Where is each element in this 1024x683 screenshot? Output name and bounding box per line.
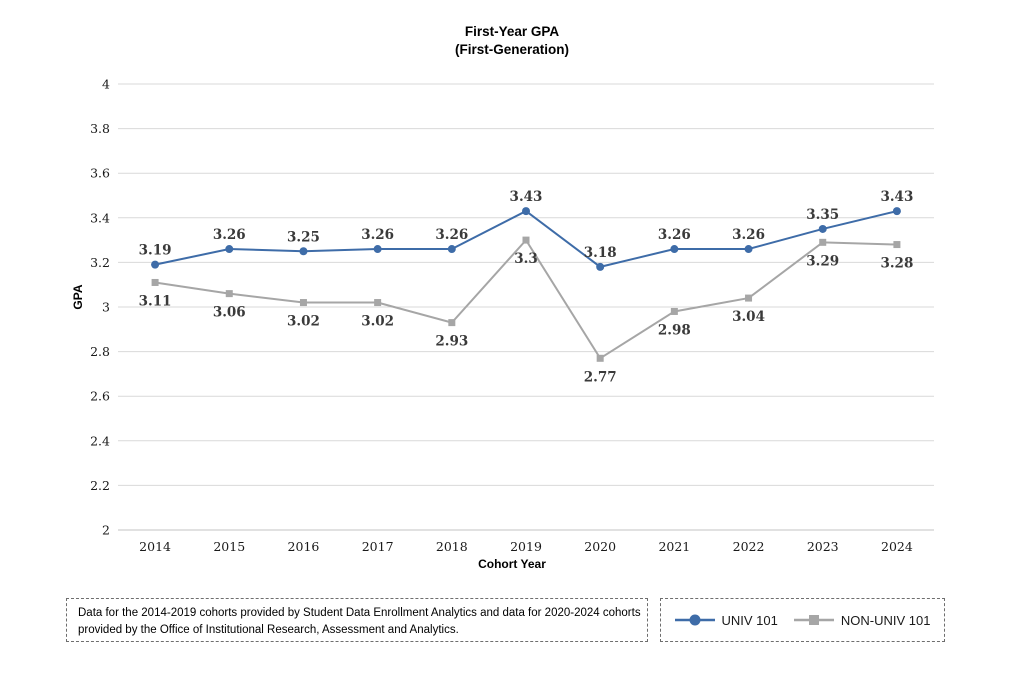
y-tick-label: 2.4 bbox=[90, 433, 110, 448]
data-label: 2.98 bbox=[658, 322, 691, 338]
data-label: 3.26 bbox=[658, 227, 691, 243]
data-label: 3.26 bbox=[213, 227, 246, 243]
x-tick-label: 2018 bbox=[436, 539, 468, 554]
data-point-circle bbox=[596, 262, 605, 271]
y-tick-label: 3.8 bbox=[90, 121, 110, 136]
legend-swatch-line-circle-icon bbox=[674, 614, 715, 626]
y-axis-title: GPA bbox=[71, 284, 85, 310]
data-point-square bbox=[448, 319, 456, 327]
data-point-square bbox=[670, 307, 678, 315]
data-label: 3.11 bbox=[139, 293, 172, 309]
data-point-circle bbox=[818, 224, 827, 233]
y-tick-label: 3.2 bbox=[90, 255, 110, 270]
data-point-circle bbox=[447, 245, 456, 254]
data-label: 2.93 bbox=[435, 334, 468, 350]
data-label: 3.02 bbox=[361, 314, 394, 330]
data-point-circle bbox=[670, 245, 679, 254]
x-tick-label: 2015 bbox=[213, 539, 245, 554]
data-point-square bbox=[522, 236, 530, 244]
data-point-circle bbox=[744, 245, 753, 254]
footnote-line-2: provided by the Office of Institutional … bbox=[78, 623, 459, 636]
data-point-circle bbox=[373, 245, 382, 254]
plot-area: 2 2.2 2.4 2.6 2.8 3 3.2 3.4 3.6 3.8 4 2014 2015 2016 2… bbox=[90, 77, 934, 554]
legend-marker-circle bbox=[689, 614, 701, 626]
x-tick-label: 2024 bbox=[881, 539, 913, 554]
x-tick-label: 2016 bbox=[288, 539, 320, 554]
chart-title-block: First-Year GPA (First-Generation) bbox=[0, 23, 1024, 59]
data-label: 3.25 bbox=[287, 229, 320, 245]
data-label: 3.19 bbox=[139, 243, 172, 259]
data-point-square bbox=[819, 238, 827, 246]
data-label: 3.26 bbox=[732, 227, 765, 243]
data-label: 3.28 bbox=[880, 256, 913, 272]
y-tick-label: 4 bbox=[102, 77, 110, 92]
data-point-square bbox=[225, 290, 233, 298]
data-point-circle bbox=[522, 207, 530, 216]
data-point-circle bbox=[299, 247, 308, 256]
x-tick-label: 2019 bbox=[510, 539, 542, 554]
footnote-box: Data for the 2014-2019 cohorts provided … bbox=[66, 598, 648, 642]
y-tick-label: 3.6 bbox=[90, 166, 110, 181]
data-label: 3.43 bbox=[510, 189, 543, 205]
data-point-circle bbox=[151, 260, 160, 269]
x-tick-label: 2023 bbox=[807, 539, 839, 554]
legend-label: UNIV 101 bbox=[721, 612, 778, 628]
y-tick-label: 2.6 bbox=[90, 389, 110, 404]
data-point-square bbox=[374, 299, 382, 307]
chart-subtitle: (First-Generation) bbox=[454, 42, 569, 57]
data-label: 3.43 bbox=[880, 189, 913, 205]
data-label: 3.35 bbox=[806, 207, 839, 223]
legend-swatch-line-square-icon bbox=[793, 615, 834, 625]
y-tick-label: 2.8 bbox=[90, 344, 110, 359]
x-tick-label: 2022 bbox=[733, 539, 765, 554]
y-tick-label: 3 bbox=[102, 300, 110, 315]
x-tick-label: 2017 bbox=[362, 539, 394, 554]
data-label: 3.18 bbox=[584, 245, 617, 261]
legend-label: NON-UNIV 101 bbox=[840, 612, 931, 628]
data-point-square bbox=[299, 299, 307, 307]
x-axis-title: Cohort Year bbox=[478, 557, 546, 571]
legend-marker-square bbox=[808, 615, 819, 625]
data-point-square bbox=[151, 278, 159, 286]
chart-title: First-Year GPA bbox=[464, 24, 560, 39]
data-label: 3.26 bbox=[361, 227, 394, 243]
legend-item-univ-101: UNIV 101 bbox=[674, 612, 778, 628]
y-tick-label: 3.4 bbox=[90, 210, 110, 225]
y-tick-label: 2 bbox=[102, 523, 110, 538]
x-tick-label: 2021 bbox=[658, 539, 690, 554]
legend-item-non-univ-101: NON-UNIV 101 bbox=[793, 612, 931, 628]
legend: UNIV 101 NON-UNIV 101 bbox=[660, 598, 945, 642]
x-tick-label: 2020 bbox=[584, 539, 616, 554]
data-point-square bbox=[596, 354, 604, 362]
data-label: 3.29 bbox=[806, 253, 839, 269]
data-point-square bbox=[893, 241, 901, 249]
data-label: 3.04 bbox=[732, 309, 765, 325]
data-label: 3.26 bbox=[435, 227, 468, 243]
data-point-square bbox=[745, 294, 753, 302]
data-label: 3.02 bbox=[287, 314, 320, 330]
footnote-line-1: Data for the 2014-2019 cohorts provided … bbox=[78, 607, 641, 619]
data-point-circle bbox=[225, 245, 234, 254]
data-point-circle bbox=[892, 207, 901, 216]
data-label: 2.77 bbox=[584, 369, 617, 385]
x-tick-label: 2014 bbox=[139, 539, 171, 554]
data-label: 3.3 bbox=[514, 251, 538, 267]
data-label: 3.06 bbox=[213, 305, 246, 321]
y-tick-label: 2.2 bbox=[90, 478, 110, 493]
